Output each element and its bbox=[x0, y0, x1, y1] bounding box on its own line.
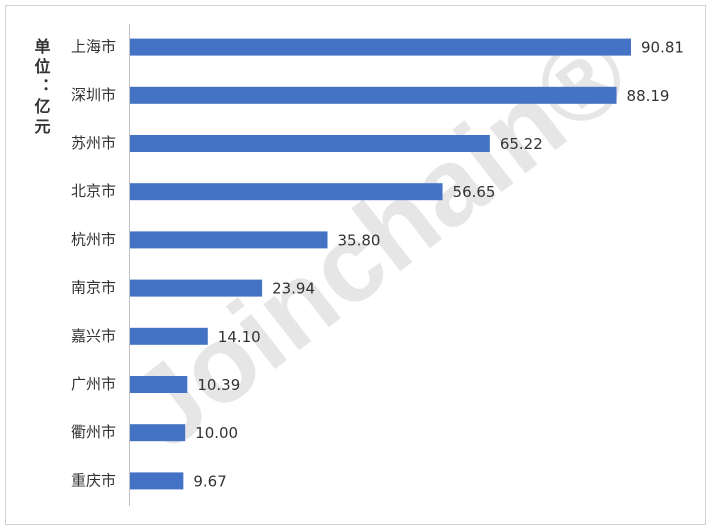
value-label: 14.10 bbox=[218, 328, 261, 346]
value-label: 65.22 bbox=[500, 135, 543, 153]
bar bbox=[130, 38, 631, 56]
y-tick-label: 上海市 bbox=[71, 38, 116, 56]
value-label: 35.80 bbox=[338, 231, 381, 249]
bar bbox=[130, 86, 617, 104]
value-label: 9.67 bbox=[193, 472, 226, 490]
y-tick-label: 嘉兴市 bbox=[71, 327, 116, 345]
bar bbox=[130, 327, 208, 345]
bar bbox=[130, 376, 188, 393]
value-label: 10.39 bbox=[197, 376, 240, 394]
value-label: 23.94 bbox=[272, 280, 315, 298]
value-label: 56.65 bbox=[453, 183, 496, 201]
bar bbox=[130, 472, 184, 490]
bar bbox=[130, 231, 328, 249]
y-tick-label: 衢州市 bbox=[71, 423, 116, 441]
value-label: 10.00 bbox=[195, 424, 238, 442]
y-tick-label: 深圳市 bbox=[71, 86, 116, 104]
y-tick-label: 南京市 bbox=[71, 279, 116, 297]
y-axis-title: 单位：亿元 bbox=[32, 37, 51, 138]
bar bbox=[130, 183, 443, 201]
y-tick-label: 杭州市 bbox=[71, 230, 116, 248]
y-tick-label: 北京市 bbox=[71, 182, 116, 200]
bar bbox=[130, 424, 186, 442]
bar bbox=[130, 279, 263, 297]
value-label: 90.81 bbox=[641, 39, 684, 57]
y-tick-label: 重庆市 bbox=[71, 471, 116, 489]
y-tick-label: 广州市 bbox=[71, 375, 116, 393]
value-label: 88.19 bbox=[627, 87, 670, 105]
bar bbox=[130, 135, 490, 152]
y-tick-label: 苏州市 bbox=[71, 134, 116, 152]
